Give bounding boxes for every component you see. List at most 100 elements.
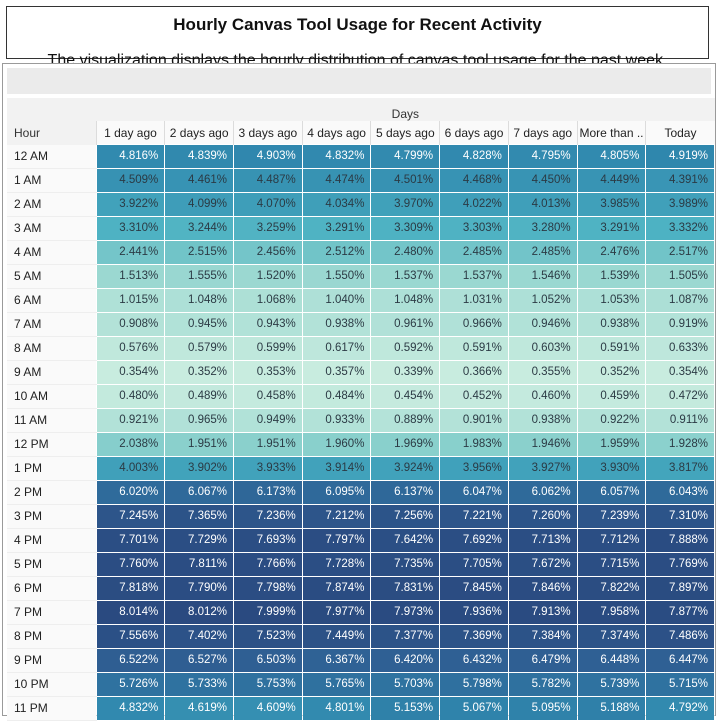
heatmap-cell: 2.456% <box>233 239 303 265</box>
hour-label: 10 AM <box>7 384 97 409</box>
hour-label: 6 AM <box>7 288 97 313</box>
heatmap-cell: 5.765% <box>301 671 372 697</box>
table-row: 10 AM 0.480% 0.489% 0.458% 0.484% 0.454% 0.452… <box>7 383 715 409</box>
heatmap-cell: 4.619% <box>164 695 234 721</box>
heatmap-cell: 3.970% <box>370 191 441 217</box>
column-header: 7 days ago <box>507 121 578 145</box>
heatmap-cell: 0.339% <box>370 359 441 385</box>
heatmap-cell: 1.959% <box>576 431 647 457</box>
column-header: 5 days ago <box>370 121 440 145</box>
heatmap-cell: 7.936% <box>439 599 509 625</box>
heatmap-cell: 2.512% <box>301 239 372 265</box>
hour-label: 12 AM <box>7 144 97 169</box>
heatmap-cell: 0.452% <box>439 383 509 409</box>
heatmap-cell: 0.961% <box>370 311 441 337</box>
heatmap-cell: 4.828% <box>439 144 509 169</box>
heatmap-cell: 6.479% <box>507 647 578 673</box>
heatmap-cell: 4.474% <box>301 167 372 193</box>
heatmap-cell: 7.973% <box>370 599 441 625</box>
hour-label: 1 PM <box>7 456 97 481</box>
heatmap-cell: 7.672% <box>507 551 578 577</box>
heatmap-cell: 4.919% <box>645 144 715 169</box>
heatmap-cell: 3.924% <box>370 455 441 481</box>
heatmap-cell: 5.188% <box>576 695 647 721</box>
heatmap-cell: 7.260% <box>507 503 578 529</box>
heatmap-cell: 7.212% <box>301 503 372 529</box>
heatmap-cell: 5.753% <box>233 671 303 697</box>
heatmap-cell: 1.539% <box>576 263 647 289</box>
table-row: 7 PM 8.014% 8.012% 7.999% 7.977% 7.973% 7.936%… <box>7 599 715 625</box>
heatmap-cell: 1.960% <box>301 431 372 457</box>
heatmap-cell: 2.485% <box>507 239 578 265</box>
heatmap-cell: 0.965% <box>164 407 234 433</box>
heatmap-cell: 7.486% <box>645 623 715 649</box>
heatmap-cell: 1.546% <box>507 263 578 289</box>
table-row: 2 AM 3.922% 4.099% 4.070% 4.034% 3.970% 4.022%… <box>7 191 715 217</box>
heatmap-cell: 7.999% <box>233 599 303 625</box>
heatmap-cell: 7.705% <box>439 551 509 577</box>
heatmap-cell: 6.062% <box>507 479 578 505</box>
heatmap-cell: 6.432% <box>439 647 509 673</box>
heatmap-cell: 5.153% <box>370 695 441 721</box>
heatmap-cell: 4.832% <box>301 144 372 169</box>
heatmap-cell: 0.592% <box>370 335 441 361</box>
heatmap-cell: 5.739% <box>576 671 647 697</box>
heatmap-cell: 3.303% <box>439 215 509 241</box>
heatmap-cell: 3.927% <box>507 455 578 481</box>
heatmap-cell: 7.374% <box>576 623 647 649</box>
heatmap-cell: 7.735% <box>370 551 441 577</box>
heatmap-cell: 7.913% <box>507 599 578 625</box>
heatmap-cell: 0.633% <box>645 335 715 361</box>
heatmap-cell: 6.020% <box>95 479 166 505</box>
table-row: 7 AM 0.908% 0.945% 0.943% 0.938% 0.961% 0.966%… <box>7 311 715 337</box>
table-row: 1 AM 4.509% 4.461% 4.487% 4.474% 4.501% 4.468%… <box>7 167 715 193</box>
heatmap-cell: 7.701% <box>95 527 166 553</box>
hour-label: 12 PM <box>7 432 97 457</box>
hour-label: 4 AM <box>7 240 97 265</box>
heatmap-cell: 7.728% <box>301 551 372 577</box>
heatmap-cell: 7.729% <box>164 527 234 553</box>
hour-label: 10 PM <box>7 672 97 697</box>
heatmap-cell: 1.928% <box>645 431 715 457</box>
heatmap-cell: 7.221% <box>439 503 509 529</box>
heatmap-cell: 7.449% <box>301 623 372 649</box>
table-row: 8 AM 0.576% 0.579% 0.599% 0.617% 0.592% 0.591%… <box>7 335 715 361</box>
heatmap-cell: 7.766% <box>233 551 303 577</box>
table-row: 12 AM 4.816% 4.839% 4.903% 4.832% 4.799% 4.828… <box>7 144 715 169</box>
heatmap-cell: 0.938% <box>301 311 372 337</box>
heatmap-cell: 0.454% <box>370 383 441 409</box>
column-header: 1 day ago <box>95 121 165 145</box>
heatmap-cell: 7.888% <box>645 527 715 553</box>
hour-label: 8 PM <box>7 624 97 649</box>
heatmap-cell: 0.579% <box>164 335 234 361</box>
hour-label: 11 AM <box>7 408 97 433</box>
heatmap-cell: 0.946% <box>507 311 578 337</box>
heatmap-cell: 0.357% <box>301 359 372 385</box>
heatmap-cell: 1.555% <box>164 263 234 289</box>
heatmap-cell: 0.966% <box>439 311 509 337</box>
heatmap-cell: 3.310% <box>95 215 166 241</box>
hour-label: 3 AM <box>7 216 97 241</box>
hour-label: 9 PM <box>7 648 97 673</box>
heatmap-cell: 7.642% <box>370 527 441 553</box>
table-row: 5 PM 7.760% 7.811% 7.766% 7.728% 7.735% 7.705%… <box>7 551 715 577</box>
heatmap-cell: 1.513% <box>95 263 166 289</box>
heatmap-cell: 0.591% <box>576 335 647 361</box>
heatmap-cell: 7.693% <box>233 527 303 553</box>
heatmap-cell: 8.014% <box>95 599 166 625</box>
heatmap-cell: 0.908% <box>95 311 166 337</box>
heatmap-cell: 4.461% <box>164 167 234 193</box>
heatmap-cell: 2.038% <box>95 431 166 457</box>
heatmap-cell: 3.930% <box>576 455 647 481</box>
heatmap-cell: 6.173% <box>233 479 303 505</box>
heatmap-cell: 0.366% <box>439 359 509 385</box>
heatmap-cell: 7.790% <box>164 575 234 601</box>
heatmap-cell: 3.933% <box>233 455 303 481</box>
table-row: 8 PM 7.556% 7.402% 7.523% 7.449% 7.377% 7.369%… <box>7 623 715 649</box>
table-row: 11 PM 4.832% 4.619% 4.609% 4.801% 5.153% 5.067… <box>7 695 715 721</box>
heatmap-cell: 1.550% <box>301 263 372 289</box>
heatmap-cell: 4.034% <box>301 191 372 217</box>
heatmap-cell: 3.817% <box>645 455 715 481</box>
table-row: 11 AM 0.921% 0.965% 0.949% 0.933% 0.889% 0.901… <box>7 407 715 433</box>
heatmap-cell: 1.969% <box>370 431 441 457</box>
